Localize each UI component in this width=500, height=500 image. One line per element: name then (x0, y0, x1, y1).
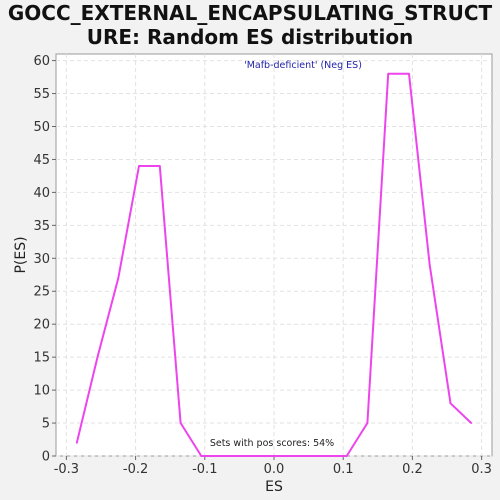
chart-title-line-1: GOCC_EXTERNAL_ENCAPSULATING_STRUCT (7, 1, 493, 25)
x-tick-label: -0.3 (54, 462, 79, 477)
x-axis-label: ES (265, 479, 283, 495)
data-point (200, 455, 203, 457)
data-point (117, 277, 120, 279)
data-point (470, 422, 473, 424)
es-distribution-line (75, 72, 472, 457)
x-tick-label: 0.2 (402, 462, 423, 477)
y-tick-label: 35 (33, 219, 50, 234)
y-tick-label: 10 (33, 384, 50, 399)
data-point (325, 455, 327, 457)
data-point (262, 455, 265, 457)
data-point (408, 72, 410, 75)
data-point (96, 356, 99, 359)
y-tick-label: 25 (33, 285, 50, 300)
x-tick-label: -0.2 (123, 462, 148, 477)
data-point (428, 263, 431, 266)
series-layer (75, 72, 473, 457)
data-point (75, 441, 78, 444)
y-tick-label: 40 (33, 186, 50, 201)
grid-lines (56, 54, 492, 457)
chart-title: GOCC_EXTERNAL_ENCAPSULATING_STRUCT URE: … (0, 1, 500, 49)
axes: 0 5 10 15 20 25 30 35 40 45 50 55 60 -0.3 -0.2 -0.1 0.0 0… (33, 54, 492, 477)
chart-title-line-2: URE: Random ES distribution (86, 25, 414, 49)
y-tick-label: 5 (42, 417, 50, 432)
data-point (158, 165, 161, 167)
y-axis-label: P(ES) (13, 236, 29, 273)
y-tick-label: 45 (33, 153, 50, 168)
x-tick-label: 0.1 (333, 462, 354, 477)
chart-subtitle: 'Mafb-deficient' (Neg ES) (244, 60, 362, 71)
y-tick-label: 60 (33, 54, 50, 69)
data-point (179, 422, 182, 424)
y-tick-label: 30 (33, 252, 50, 267)
data-point (387, 72, 390, 75)
x-tick-label: 0.0 (264, 462, 285, 477)
data-point (304, 455, 307, 457)
y-tick-label: 55 (33, 87, 50, 102)
data-point (241, 455, 244, 457)
y-tick-label: 20 (33, 318, 50, 333)
pos-score-annotation: Sets with pos scores: 54% (210, 438, 334, 449)
data-point (221, 455, 223, 457)
data-point (345, 455, 348, 457)
x-tick-label: 0.3 (471, 462, 492, 477)
x-tick-label: -0.1 (192, 462, 217, 477)
y-tick-label: 15 (33, 351, 50, 366)
plot-area (55, 53, 493, 457)
y-tick-label: 0 (42, 450, 50, 465)
data-point (138, 165, 140, 167)
data-point (283, 455, 286, 457)
y-tick-label: 50 (33, 120, 50, 135)
data-point (449, 402, 452, 405)
data-point (366, 422, 369, 424)
